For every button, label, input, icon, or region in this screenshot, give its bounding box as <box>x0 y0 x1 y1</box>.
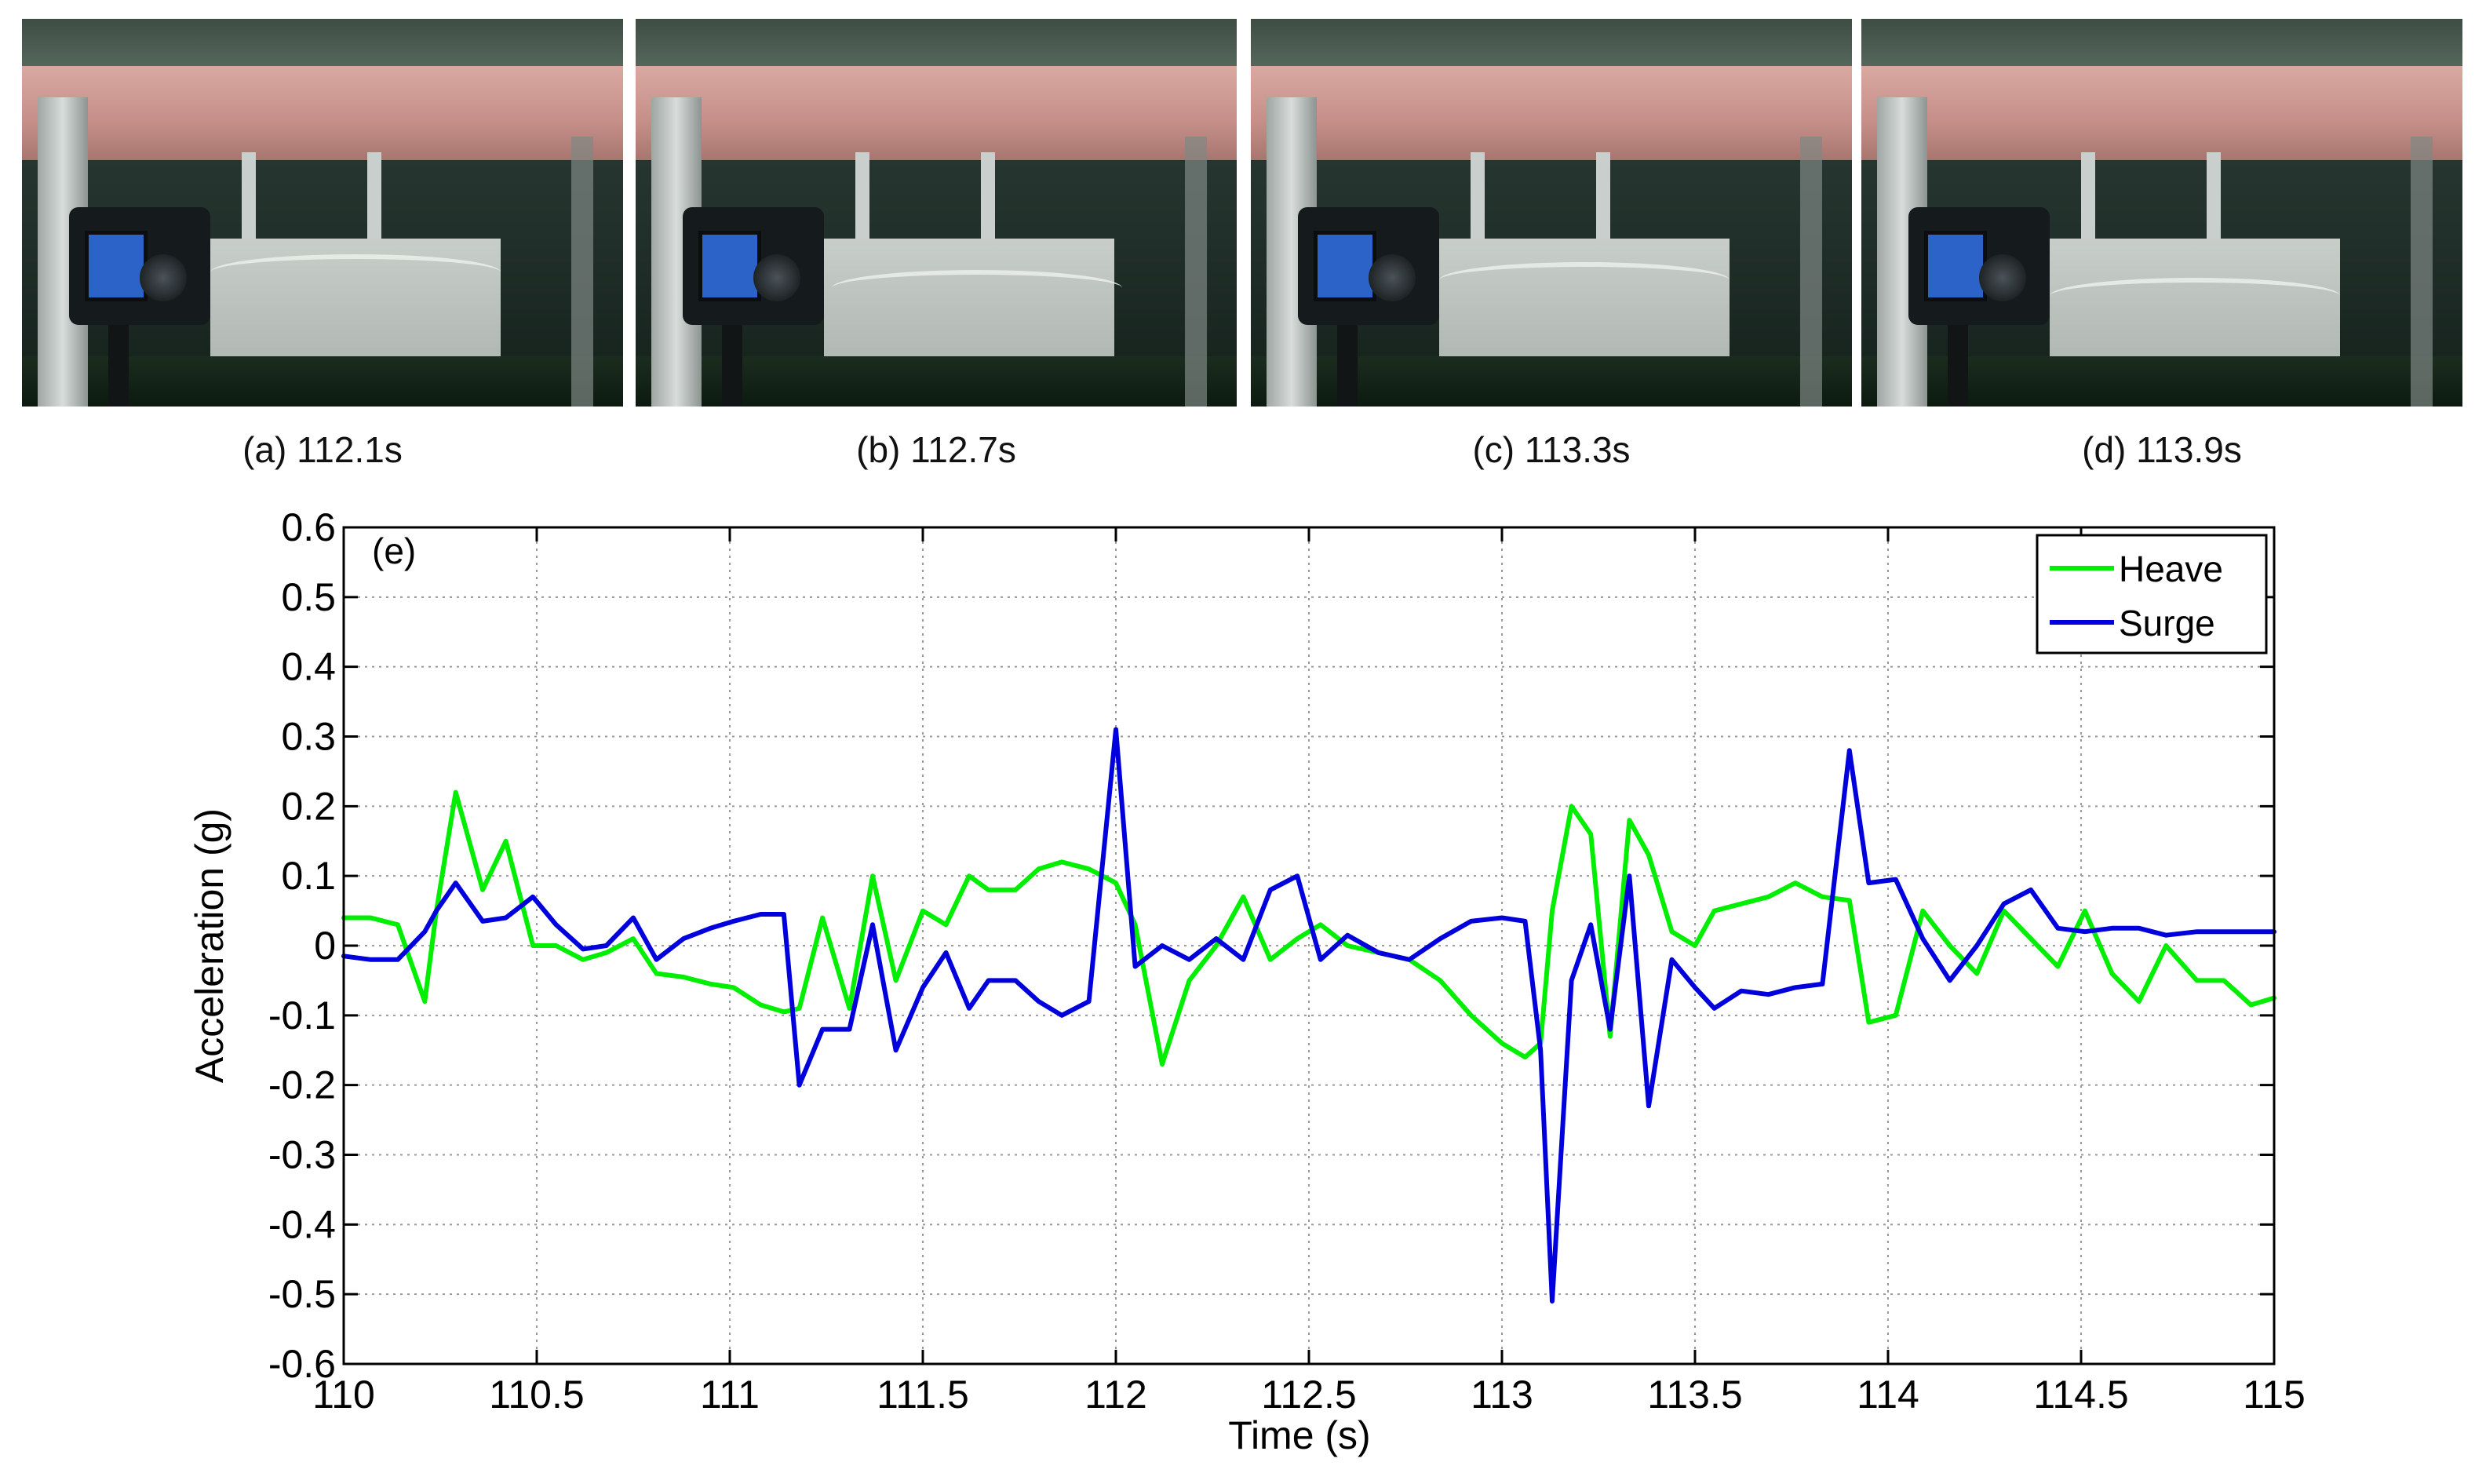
photo-panel-c <box>1251 19 1852 407</box>
y-tick-label: -0.2 <box>268 1063 336 1107</box>
y-tick-label: 0.2 <box>281 784 336 828</box>
y-tick-label: -0.6 <box>268 1342 336 1386</box>
caption-c: (c) 113.3s <box>1472 429 1631 470</box>
caption-b: (b) 112.7s <box>856 429 1016 470</box>
y-tick-label: 0.5 <box>281 575 336 619</box>
x-tick-label: 114 <box>1857 1373 1919 1417</box>
x-tick-label: 114.5 <box>2033 1373 2128 1417</box>
x-tick-label: 112 <box>1084 1373 1147 1417</box>
x-axis-label: Time (s) <box>1228 1413 1370 1457</box>
x-tick-label: 115 <box>2243 1373 2306 1417</box>
y-tick-label: -0.3 <box>268 1133 336 1177</box>
legend-box <box>2036 534 2268 654</box>
x-tick-label: 110 <box>312 1373 375 1417</box>
plot-frame <box>342 526 2276 1365</box>
series-lines <box>341 727 2276 1304</box>
x-tick-label: 110.5 <box>489 1373 584 1417</box>
acceleration-chart: 110 110.5 111 111.5 112 112.5 113 113.5 114 114.5… <box>188 505 2306 1457</box>
y-tick-label: 0 <box>314 924 336 968</box>
y-tick-label: 0.1 <box>281 854 336 898</box>
x-tick-label: 111.5 <box>877 1373 969 1417</box>
photo-panel-b <box>636 19 1237 407</box>
x-tick-label: 113 <box>1471 1373 1533 1417</box>
y-tick-label: 0.3 <box>281 715 336 759</box>
series-line-surge <box>341 727 2276 1304</box>
y-tick-label: -0.1 <box>268 994 336 1037</box>
series-line-heave <box>341 789 2276 1067</box>
caption-d: (d) 113.9s <box>2082 429 2242 470</box>
x-tick-label: 112.5 <box>1261 1373 1356 1417</box>
x-ticks: 110 110.5 111 111.5 112 112.5 113 113.5 114 114.5… <box>312 527 2306 1417</box>
caption-a: (a) 112.1s <box>242 429 403 470</box>
panel-label: (e) <box>372 531 416 571</box>
y-tick-label: 0.6 <box>281 505 336 549</box>
legend-label-surge: Surge <box>2119 603 2215 644</box>
y-tick-label: -0.4 <box>268 1202 336 1246</box>
photo-panel-a <box>22 19 623 407</box>
y-tick-label: -0.5 <box>268 1272 336 1316</box>
photo-panel-d <box>1861 19 2462 407</box>
legend-label-heave: Heave <box>2119 549 2223 589</box>
y-ticks: 0.6 0.5 0.4 0.3 0.2 0.1 0 -0.1 -0.2 -0.3 -0.4 -0.5 -… <box>268 505 2274 1386</box>
x-tick-label: 111 <box>700 1373 760 1417</box>
y-axis-label: Acceleration (g) <box>188 808 231 1083</box>
y-tick-label: 0.4 <box>281 645 336 689</box>
x-tick-label: 113.5 <box>1647 1373 1742 1417</box>
legend: Heave Surge <box>2036 534 2268 654</box>
